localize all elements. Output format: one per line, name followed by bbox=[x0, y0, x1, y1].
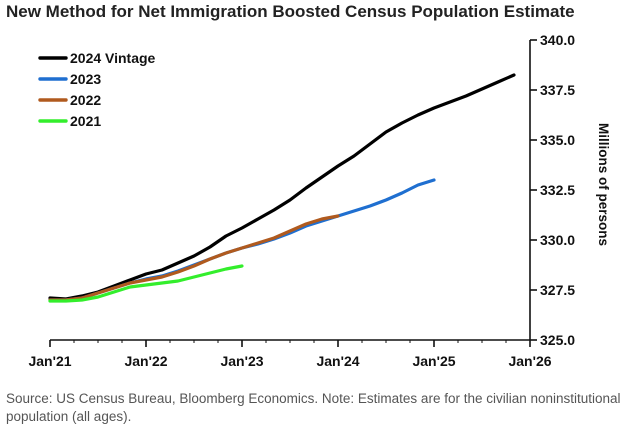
series-layer bbox=[48, 73, 516, 303]
y-tick-label: 330.0 bbox=[540, 232, 575, 248]
series-line-3 bbox=[48, 264, 244, 303]
series-line-0 bbox=[48, 73, 516, 301]
plot-area: Jan'21 Jan'22 Jan'23 Jan'24 Jan'25 Jan'26 325… bbox=[28, 32, 575, 369]
x-tick-label: Jan'24 bbox=[316, 353, 359, 369]
x-tick-label: Jan'26 bbox=[508, 353, 551, 369]
chart-title: New Method for Net Immigration Boosted C… bbox=[6, 2, 575, 21]
chart: Jan'21 Jan'22 Jan'23 Jan'24 Jan'25 Jan'26 325… bbox=[28, 32, 611, 369]
series-line-2 bbox=[48, 214, 340, 302]
y-tick-label: 325.0 bbox=[540, 332, 575, 348]
y-tick-label: 327.5 bbox=[540, 282, 575, 298]
y-tick-label: 340.0 bbox=[540, 32, 575, 48]
y-axis-label: Millions of persons bbox=[596, 123, 611, 246]
y-tick-label: 335.0 bbox=[540, 132, 575, 148]
x-tick-label: Jan'22 bbox=[124, 353, 167, 369]
x-tick-marks: Jan'21 Jan'22 Jan'23 Jan'24 Jan'25 Jan'26 bbox=[28, 340, 552, 369]
y-tick-label: 332.5 bbox=[540, 182, 575, 198]
y-tick-label: 337.5 bbox=[540, 82, 575, 98]
legend-label: 2023 bbox=[70, 71, 101, 87]
x-tick-label: Jan'23 bbox=[220, 353, 263, 369]
x-tick-label: Jan'21 bbox=[28, 353, 71, 369]
legend-label: 2022 bbox=[70, 92, 101, 108]
series-line-1 bbox=[48, 178, 436, 302]
legend: 2024 Vintage 2023 2022 2021 bbox=[38, 50, 156, 129]
source-note: Source: US Census Bureau, Bloomberg Econ… bbox=[6, 391, 621, 424]
x-tick-label: Jan'25 bbox=[412, 353, 455, 369]
y-tick-marks: 325.0 327.5 330.0 332.5 335.0 337.5 340.0 bbox=[530, 32, 575, 348]
legend-label: 2024 Vintage bbox=[70, 50, 156, 66]
legend-label: 2021 bbox=[70, 113, 101, 129]
